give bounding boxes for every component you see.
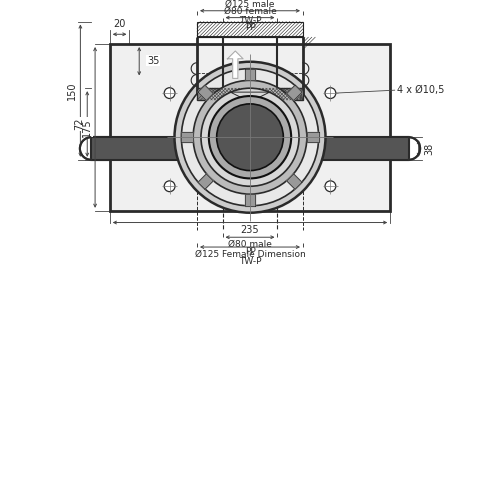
Bar — [91, 137, 409, 160]
Circle shape — [182, 68, 318, 206]
Text: Ø80 female: Ø80 female — [224, 6, 276, 16]
Text: 72: 72 — [74, 118, 85, 130]
Text: 20: 20 — [114, 20, 126, 30]
Text: 150: 150 — [66, 82, 76, 100]
Text: TW-P: TW-P — [239, 257, 261, 266]
Text: 38: 38 — [424, 142, 434, 154]
Polygon shape — [245, 194, 255, 206]
Text: Ø125 male: Ø125 male — [225, 0, 275, 9]
Text: PP: PP — [244, 247, 256, 256]
Polygon shape — [286, 174, 302, 189]
Polygon shape — [198, 85, 214, 100]
Circle shape — [201, 88, 299, 186]
Bar — [110, 44, 390, 211]
Text: 35: 35 — [147, 56, 160, 66]
Circle shape — [174, 62, 326, 212]
Circle shape — [325, 181, 336, 192]
Text: 175: 175 — [82, 118, 92, 137]
Circle shape — [164, 181, 175, 192]
Polygon shape — [182, 132, 193, 142]
Circle shape — [164, 88, 175, 99]
Circle shape — [325, 88, 336, 99]
Text: PP: PP — [244, 22, 256, 32]
Polygon shape — [245, 68, 255, 80]
Polygon shape — [228, 51, 243, 78]
Bar — [197, 22, 303, 37]
Text: TW-P: TW-P — [239, 16, 261, 24]
Circle shape — [216, 104, 284, 170]
Bar — [197, 88, 303, 100]
Text: 4 x Ø10,5: 4 x Ø10,5 — [397, 85, 444, 95]
Text: 235: 235 — [240, 226, 260, 235]
Polygon shape — [286, 85, 302, 100]
Polygon shape — [198, 174, 214, 189]
Polygon shape — [307, 132, 318, 142]
Text: Ø125 Female Dimension: Ø125 Female Dimension — [194, 250, 306, 259]
Polygon shape — [230, 92, 270, 102]
Circle shape — [193, 80, 307, 194]
Text: Ø80 male: Ø80 male — [228, 240, 272, 249]
Circle shape — [209, 96, 291, 178]
